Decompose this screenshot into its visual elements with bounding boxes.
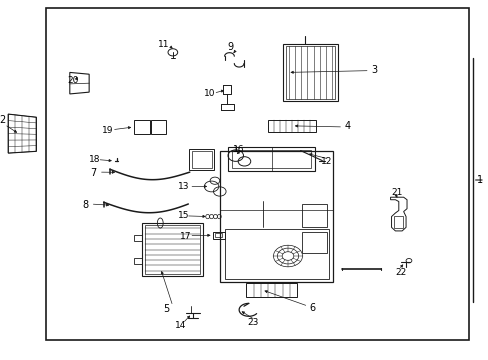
Text: 12: 12 xyxy=(321,157,332,166)
Text: 4: 4 xyxy=(344,121,350,131)
Text: 2: 2 xyxy=(0,115,6,125)
Bar xyxy=(285,46,335,99)
Bar xyxy=(145,225,200,274)
Text: 15: 15 xyxy=(177,211,189,220)
Bar xyxy=(219,151,333,282)
Bar xyxy=(224,229,328,279)
Bar xyxy=(267,120,315,132)
Bar xyxy=(227,147,314,171)
Text: 7: 7 xyxy=(90,168,97,178)
Text: 5: 5 xyxy=(163,304,169,314)
Text: 13: 13 xyxy=(177,182,189,191)
Bar xyxy=(150,120,166,134)
Text: 19: 19 xyxy=(102,126,114,135)
Bar xyxy=(189,149,214,170)
Bar xyxy=(393,216,402,228)
Text: 22: 22 xyxy=(395,268,406,277)
Text: 23: 23 xyxy=(247,318,258,327)
Bar xyxy=(45,8,468,339)
Text: 9: 9 xyxy=(226,42,233,52)
Bar xyxy=(212,231,224,239)
Text: 18: 18 xyxy=(89,155,101,164)
Text: 3: 3 xyxy=(370,64,377,75)
Text: 17: 17 xyxy=(179,232,191,241)
Text: 6: 6 xyxy=(308,303,315,314)
Bar xyxy=(282,44,338,101)
Text: 1: 1 xyxy=(476,175,482,185)
Text: 8: 8 xyxy=(82,200,89,210)
Bar xyxy=(192,151,211,168)
Bar xyxy=(246,283,297,297)
Text: 11: 11 xyxy=(158,40,169,49)
Bar xyxy=(231,149,310,168)
Bar xyxy=(215,233,221,237)
Text: 20: 20 xyxy=(67,76,79,85)
Bar xyxy=(301,233,326,253)
Text: 10: 10 xyxy=(203,89,215,98)
Text: 21: 21 xyxy=(391,188,402,197)
Bar xyxy=(133,258,142,264)
Text: 16: 16 xyxy=(232,145,244,154)
Bar xyxy=(134,120,149,134)
Bar xyxy=(133,235,142,241)
Bar xyxy=(142,223,203,276)
Bar xyxy=(301,204,326,227)
Text: 14: 14 xyxy=(174,321,186,330)
